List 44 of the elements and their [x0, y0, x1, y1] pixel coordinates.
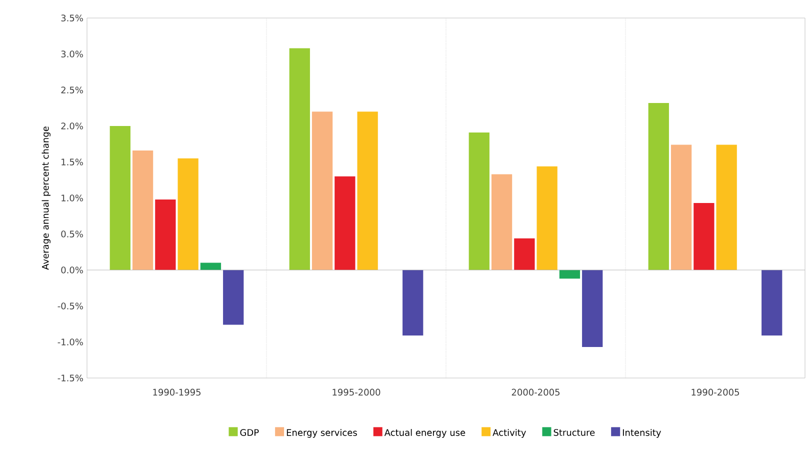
y-tick-label: -1.5%	[58, 374, 83, 382]
bar	[312, 112, 333, 270]
x-tick-label: 1990-2005	[692, 388, 739, 396]
legend-label: Structure	[554, 429, 595, 436]
y-tick-label: -0.5%	[58, 302, 83, 310]
bar	[132, 150, 154, 270]
bar	[536, 166, 558, 270]
bar	[223, 270, 244, 325]
y-tick-label: 2.0%	[61, 122, 83, 130]
bar	[155, 199, 176, 270]
bar	[582, 270, 603, 348]
y-tick-label: 1.5%	[62, 158, 83, 166]
bar	[491, 174, 512, 270]
bar	[670, 144, 692, 270]
x-tick-label: 2000-2005	[512, 388, 560, 396]
y-tick-label: -1.0%	[58, 338, 83, 346]
bar	[762, 270, 782, 336]
bar	[357, 112, 378, 270]
bar	[468, 132, 490, 270]
bar	[200, 262, 222, 270]
bar	[716, 144, 737, 270]
y-tick-label: 0.5%	[61, 230, 83, 238]
y-tick-label: 2.5%	[61, 86, 83, 94]
legend-label: Actual energy use	[384, 429, 466, 438]
legend-label: GDP	[240, 429, 259, 436]
bar	[514, 238, 535, 270]
bar	[648, 102, 669, 270]
y-tick-label: 1.0%	[62, 194, 83, 202]
legend-label: Intensity	[622, 429, 662, 438]
legend-label: Energy services	[286, 429, 357, 438]
legend-label: Activity	[492, 429, 526, 438]
bar	[334, 176, 356, 270]
x-tick-label: 1990-1995	[153, 388, 200, 396]
bar	[110, 126, 130, 270]
bar	[694, 203, 714, 270]
y-tick-label: 3.0%	[61, 50, 83, 58]
y-tick-label: 0.0%	[61, 266, 83, 274]
y-tick-label: 3.5%	[61, 14, 83, 22]
x-tick-label: 1995-2000	[332, 388, 380, 396]
bar	[178, 158, 198, 270]
bar	[402, 270, 424, 336]
bar	[559, 270, 580, 279]
y-axis-title: Average annual percent change	[42, 126, 50, 270]
bar	[289, 48, 310, 270]
